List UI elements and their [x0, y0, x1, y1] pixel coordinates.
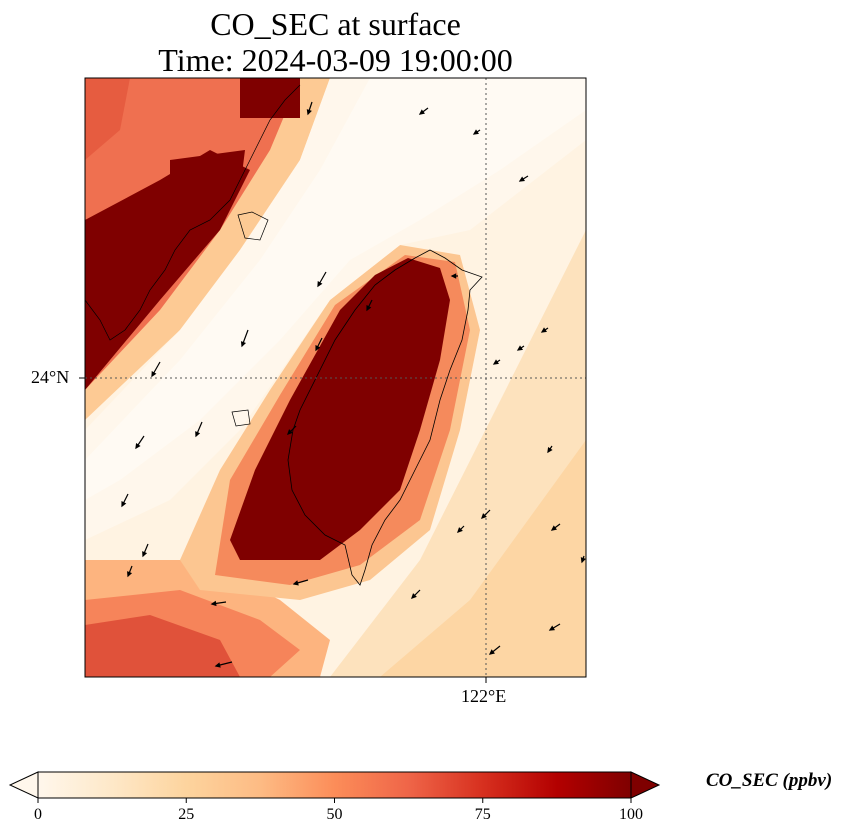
field-plume-nw-edge: [85, 78, 130, 160]
wind-arrowhead-9: [195, 431, 201, 438]
colorbar-label: CO_SEC (ppbv): [706, 770, 833, 791]
wind-arrowhead-6: [366, 305, 372, 312]
map-title-variable: CO_SEC at surface: [210, 6, 461, 42]
field-band-bottom-core: [85, 615, 240, 677]
field-clean-band-center: [85, 78, 586, 500]
field-plume-nw-core2: [170, 150, 245, 230]
wind-arrowhead-11: [142, 551, 148, 558]
wind-arrowhead-13: [292, 580, 299, 586]
wind-arrowhead-28: [472, 129, 479, 135]
taiwan-coastline: [287, 249, 483, 586]
wind-arrowhead-19: [550, 525, 557, 531]
wind-arrowhead-12: [127, 571, 133, 578]
wind-arrowhead-23: [492, 359, 499, 365]
field-core-taiwan: [230, 258, 450, 560]
map-field: [85, 78, 586, 677]
wind-arrowhead-3: [317, 281, 323, 288]
wind-arrowhead-27: [450, 273, 457, 279]
wind-arrowhead-16: [411, 593, 417, 599]
colorbar-tick-label: 0: [34, 806, 42, 823]
wind-arrowhead-17: [488, 649, 495, 655]
colorbar-tick-label: 25: [178, 806, 195, 823]
colorbar-tick-label: 75: [474, 806, 491, 823]
china-coastline: [85, 84, 301, 341]
wind-arrowhead-5: [315, 345, 321, 352]
wind-arrowhead-24: [516, 345, 523, 351]
wind-arrowhead-20: [547, 447, 553, 454]
wind-arrowhead-18: [548, 625, 555, 631]
colorbar-extend-low: [8, 771, 39, 799]
colorbar-tick-label: 50: [326, 806, 343, 823]
wind-arrowhead-21: [457, 527, 463, 533]
wind-arrowhead-2: [306, 109, 312, 116]
lon-tick-label: 122°E: [461, 686, 507, 706]
field-patch-top: [240, 78, 300, 118]
wind-arrowhead-14: [210, 600, 217, 607]
wind-arrowhead-25: [540, 327, 547, 333]
lat-tick-label: 24°N: [31, 367, 70, 387]
wind-arrowhead-10: [121, 501, 127, 508]
wind-arrowhead-0: [418, 109, 425, 115]
colorbar: [8, 771, 661, 803]
wind-arrowhead-15: [214, 662, 221, 668]
wind-arrowhead-26: [287, 429, 293, 435]
colorbar-body: [38, 772, 631, 798]
island-coastline: [237, 211, 269, 241]
wind-arrowhead-8: [135, 443, 141, 450]
wind-vectors: [121, 101, 586, 668]
colorbar-tick-label: 100: [619, 806, 643, 823]
wind-arrowhead-1: [518, 176, 525, 182]
colorbar-tick-marks: [37, 798, 632, 803]
map-title-time: Time: 2024-03-09 19:00:00: [158, 42, 513, 78]
field-orange-se: [380, 440, 586, 677]
wind-arrowhead-22: [481, 513, 487, 519]
penghu-coastline: [231, 409, 251, 427]
wind-arrowhead-29: [580, 557, 586, 564]
wind-arrowhead-4: [240, 341, 246, 348]
wind-arrowhead-7: [151, 371, 157, 378]
colorbar-extend-high: [630, 771, 661, 799]
